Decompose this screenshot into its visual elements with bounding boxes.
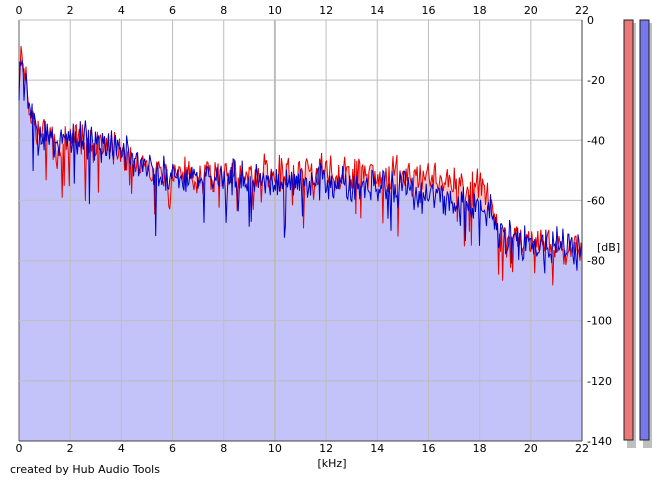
spectrum-area-fill xyxy=(19,61,582,441)
x-axis-label: [kHz] xyxy=(318,457,347,470)
level-meter-1 xyxy=(623,19,634,441)
level-meter-2 xyxy=(639,19,650,441)
y-axis-label: [dB] xyxy=(597,241,620,254)
credit-text: created by Hub Audio Tools xyxy=(10,463,160,476)
axis-layer: 002244668810101212141416161818202022220-… xyxy=(16,4,621,470)
x-tick-label-top: 8 xyxy=(220,4,227,17)
x-tick-label-top: 4 xyxy=(118,4,125,17)
channel-difference-fill xyxy=(19,46,582,286)
x-tick-label-bottom: 20 xyxy=(524,442,538,455)
x-tick-label-bottom: 0 xyxy=(16,442,23,455)
x-tick-label-top: 20 xyxy=(524,4,538,17)
x-tick-label-bottom: 12 xyxy=(319,442,333,455)
x-tick-label-bottom: 4 xyxy=(118,442,125,455)
y-tick-label: -20 xyxy=(587,74,605,87)
y-tick-label: -120 xyxy=(587,375,612,388)
x-tick-label-bottom: 10 xyxy=(268,442,282,455)
x-tick-label-bottom: 16 xyxy=(421,442,435,455)
x-tick-label-top: 14 xyxy=(370,4,384,17)
x-tick-label-bottom: 8 xyxy=(220,442,227,455)
series-line-2 xyxy=(18,59,583,274)
y-tick-label: -100 xyxy=(587,315,612,328)
y-tick-label: -80 xyxy=(587,255,605,268)
spectrum-fill-layer xyxy=(19,46,582,441)
x-tick-label-top: 6 xyxy=(169,4,176,17)
x-tick-label-bottom: 18 xyxy=(473,442,487,455)
level-meters xyxy=(623,19,652,448)
x-tick-label-top: 2 xyxy=(67,4,74,17)
x-tick-label-bottom: 14 xyxy=(370,442,384,455)
x-tick-label-top: 10 xyxy=(268,4,282,17)
y-tick-label: 0 xyxy=(587,14,594,27)
series-layer xyxy=(18,46,583,286)
x-tick-label-top: 18 xyxy=(473,4,487,17)
x-tick-label-bottom: 2 xyxy=(67,442,74,455)
x-tick-label-bottom: 22 xyxy=(575,442,589,455)
x-tick-label-top: 12 xyxy=(319,4,333,17)
x-tick-label-bottom: 6 xyxy=(169,442,176,455)
y-tick-label: -140 xyxy=(587,435,612,448)
y-tick-label: -60 xyxy=(587,194,605,207)
y-tick-label: -40 xyxy=(587,134,605,147)
x-tick-label-top: 16 xyxy=(421,4,435,17)
x-tick-label-top: 22 xyxy=(575,4,589,17)
x-tick-label-top: 0 xyxy=(16,4,23,17)
